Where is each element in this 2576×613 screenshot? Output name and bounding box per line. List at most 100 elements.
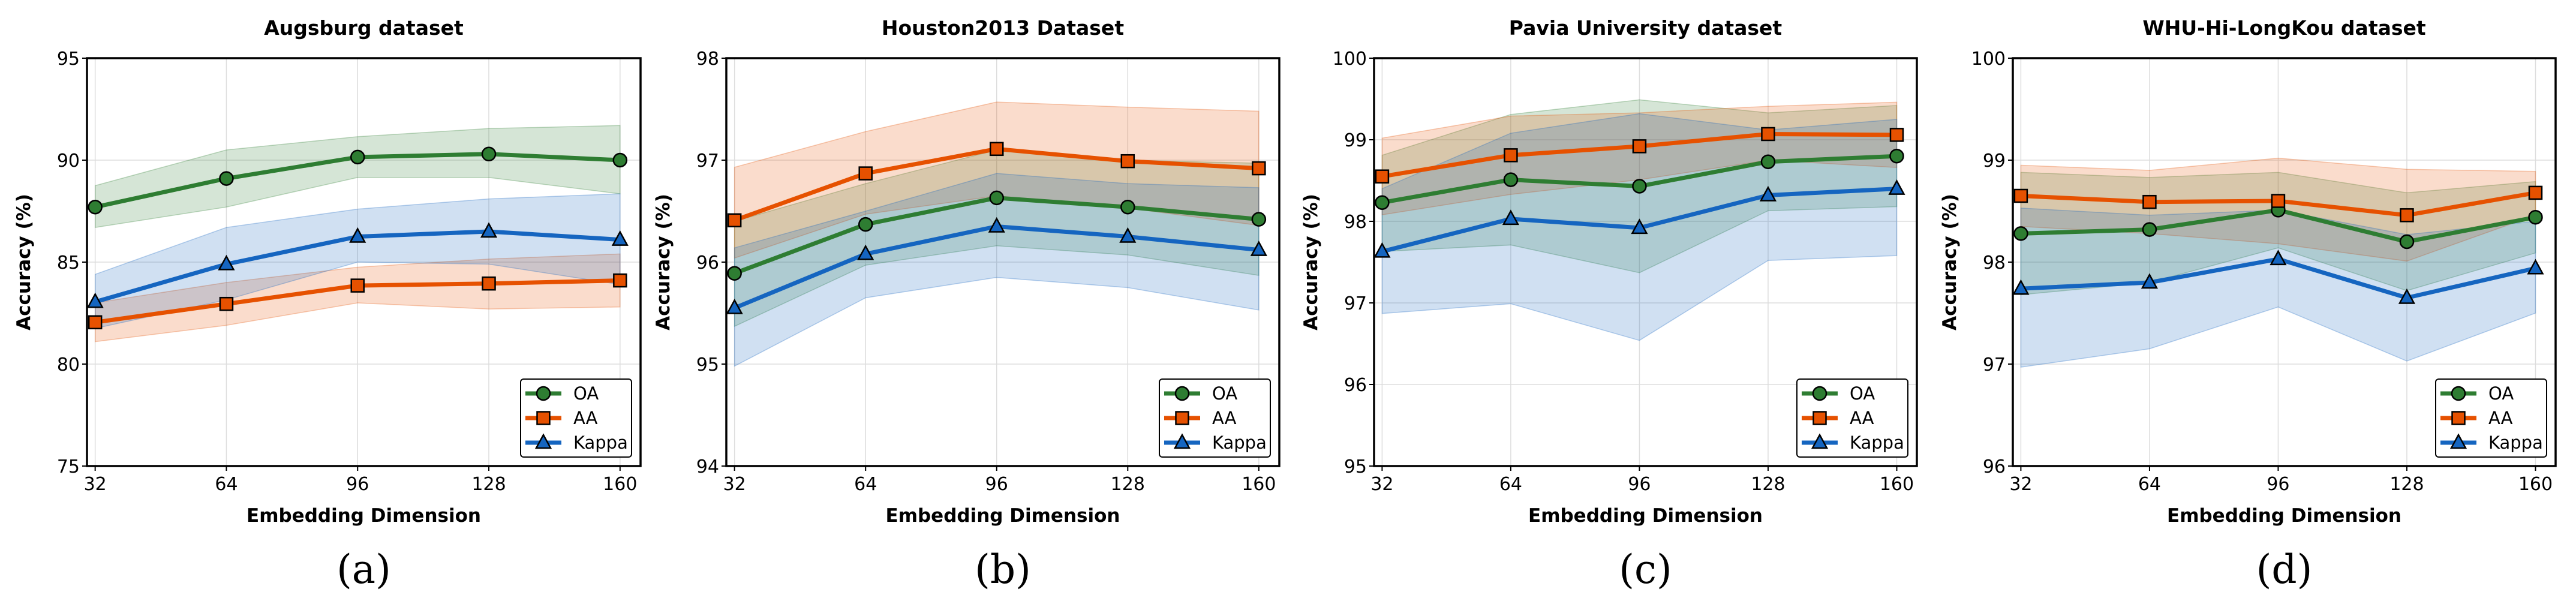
y-tick-label: 97: [1983, 354, 2006, 375]
data-point-aa: [1504, 148, 1518, 163]
y-tick-label: 97: [1344, 293, 1367, 314]
data-point-aa: [2142, 194, 2157, 209]
x-tick-label: 32: [723, 474, 746, 495]
chart-panel-a: Augsburg dataset 75 80 85 90 95 32 64 96 128 160 Em…: [13, 16, 642, 593]
y-tick-label: 98: [1983, 253, 2006, 274]
plot-frame: [725, 57, 1281, 467]
y-tick-label: 96: [696, 253, 719, 274]
legend-label-kappa: Kappa: [2488, 432, 2543, 453]
data-point-aa: [88, 315, 103, 330]
x-tick-label: 160: [1242, 474, 1276, 495]
legend-marker-aa: [1812, 411, 1827, 425]
x-tick-label: 96: [1628, 474, 1651, 495]
data-point-oa: [989, 190, 1005, 206]
data-point-kappa: [726, 298, 743, 314]
x-axis-label: Embedding Dimension: [886, 505, 1120, 527]
legend-label-oa: OA: [1212, 383, 1237, 404]
data-point-oa: [612, 152, 628, 168]
legend-label-kappa: Kappa: [1850, 432, 1904, 453]
y-tick-label: 95: [57, 49, 80, 70]
legend-label-oa: OA: [1850, 383, 1875, 404]
y-tick-label: 90: [57, 151, 80, 172]
legend-marker-aa: [2451, 411, 2466, 425]
x-tick-label: 96: [2267, 474, 2289, 495]
legend-marker-kappa: [2449, 433, 2467, 449]
data-point-kappa: [1888, 179, 1905, 195]
data-point-aa: [1375, 169, 1390, 184]
data-point-oa: [1632, 179, 1647, 194]
x-tick-label: 160: [603, 474, 637, 495]
data-point-oa: [1760, 154, 1776, 169]
data-point-oa: [1251, 212, 1267, 227]
data-point-aa: [1252, 161, 1266, 176]
legend-marker-kappa: [1811, 433, 1829, 449]
data-point-aa: [1889, 128, 1904, 142]
x-tick-label: 128: [1111, 474, 1145, 495]
y-tick-label: 85: [57, 253, 80, 274]
y-axis-label: Accuracy (%): [13, 194, 35, 330]
y-tick-label: 99: [1983, 151, 2006, 172]
data-point-oa: [2013, 226, 2028, 241]
data-point-kappa: [349, 227, 366, 243]
data-point-aa: [2400, 208, 2414, 223]
panel-label: (b): [975, 546, 1031, 593]
legend-label-aa: AA: [2488, 408, 2513, 428]
y-tick-label: 96: [1344, 375, 1367, 396]
legend: OA AA Kappa: [520, 378, 632, 458]
x-tick-label: 64: [215, 474, 238, 495]
y-tick-label: 100: [1971, 49, 2006, 70]
legend-marker-oa: [2451, 386, 2466, 401]
data-point-oa: [1503, 172, 1519, 187]
panel-label: (a): [336, 546, 391, 593]
confidence-band-aa: [94, 253, 621, 342]
data-point-kappa: [1631, 218, 1648, 235]
data-point-oa: [727, 266, 742, 281]
chart-panel-b: Houston2013 Dataset 94 95 96 97 98 32 64 96 128 16…: [653, 16, 1281, 593]
x-tick-label: 96: [985, 474, 1008, 495]
y-axis-label: Accuracy (%): [1300, 194, 1322, 330]
legend: OA AA Kappa: [1796, 378, 1908, 458]
data-point-kappa: [1759, 185, 1777, 202]
legend-marker-aa: [1175, 411, 1189, 425]
x-axis-label: Embedding Dimension: [1528, 505, 1763, 527]
y-axis-label: Accuracy (%): [1939, 194, 1961, 330]
data-point-oa: [350, 149, 365, 165]
y-tick-label: 98: [696, 49, 719, 70]
data-point-aa: [2013, 188, 2028, 203]
y-tick-label: 75: [57, 456, 80, 477]
data-point-oa: [2528, 209, 2543, 225]
chart-title: Houston2013 Dataset: [882, 16, 1124, 40]
plot-frame: [86, 57, 642, 467]
x-tick-label: 64: [2138, 474, 2161, 495]
data-point-kappa: [2270, 250, 2287, 266]
legend-label-aa: AA: [1850, 408, 1874, 428]
y-tick-label: 97: [696, 151, 719, 172]
y-tick-label: 94: [696, 456, 719, 477]
panel-label: (c): [1619, 546, 1672, 593]
data-point-oa: [2142, 222, 2157, 237]
legend-marker-oa: [1174, 386, 1190, 401]
data-point-kappa: [1250, 240, 1267, 256]
x-tick-label: 32: [2009, 474, 2032, 495]
y-tick-label: 98: [1344, 212, 1367, 233]
data-point-aa: [613, 273, 627, 288]
chart-title: WHU-Hi-LongKou dataset: [2142, 16, 2426, 40]
data-point-aa: [350, 278, 365, 293]
legend: OA AA Kappa: [1159, 378, 1271, 458]
data-point-kappa: [857, 244, 874, 260]
data-point-oa: [858, 217, 873, 232]
y-tick-label: 99: [1344, 130, 1367, 151]
x-tick-label: 64: [1499, 474, 1522, 495]
legend-marker-kappa: [534, 433, 552, 449]
chart-panel-c: Pavia University dataset 95 96 97 98 99 100 32 6…: [1300, 16, 1918, 593]
data-point-oa: [1889, 148, 1904, 164]
confidence-band-oa: [734, 149, 1260, 327]
x-tick-label: 128: [2389, 474, 2424, 495]
x-tick-label: 160: [2518, 474, 2553, 495]
data-point-aa: [990, 142, 1004, 157]
data-point-kappa: [86, 292, 104, 308]
x-tick-label: 32: [84, 474, 107, 495]
data-point-kappa: [2398, 288, 2416, 304]
x-tick-label: 128: [1751, 474, 1785, 495]
